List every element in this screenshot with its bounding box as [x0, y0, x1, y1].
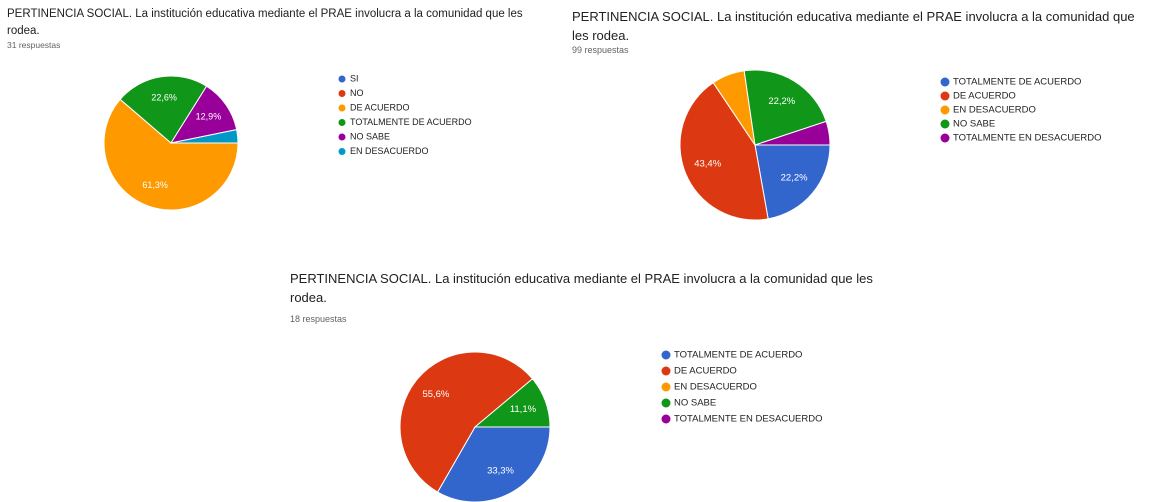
slice-label: 61,3% — [142, 180, 168, 190]
legend-swatch — [940, 119, 950, 129]
legend-swatch — [338, 133, 346, 141]
legend-swatch — [661, 382, 671, 392]
legend-swatch — [338, 119, 346, 126]
slice-label: 22,2% — [768, 96, 795, 107]
slice-label: 43,4% — [694, 159, 721, 170]
legend-label: DE ACUERDO — [674, 366, 737, 377]
legend-label: NO SABE — [674, 398, 716, 409]
legend-swatch — [661, 414, 671, 424]
legend-label: DE ACUERDO — [953, 91, 1016, 102]
legend-label: TOTALMENTE EN DESACUERDO — [953, 133, 1102, 144]
legend-swatch — [940, 105, 950, 115]
pie-slice — [119, 75, 208, 144]
legend-swatch — [338, 148, 346, 155]
legend-label: TOTALMENTE DE ACUERDO — [674, 350, 802, 361]
pie-slice — [473, 378, 551, 428]
pie-slice — [436, 426, 551, 502]
legend-swatch — [338, 75, 346, 83]
chart-title: PERTINENCIA SOCIAL. La institución educa… — [7, 8, 523, 37]
legend-label: TOTALMENTE DE ACUERDO — [953, 77, 1081, 88]
legend-label: TOTALMENTE DE ACUERDO — [350, 117, 472, 127]
pie-slice — [103, 98, 239, 211]
slice-label: 22,2% — [781, 172, 808, 183]
legend-label: NO — [350, 88, 364, 98]
pie-slice — [170, 129, 239, 144]
pie-slice — [754, 144, 831, 220]
pie-slice — [399, 351, 534, 493]
legend-label: SI — [350, 73, 359, 83]
legend-label: NO SABE — [350, 131, 390, 141]
slice-label: 11,1% — [510, 404, 537, 415]
slice-label: 12,9% — [196, 111, 222, 121]
legend-label: EN DESACUERDO — [674, 382, 757, 393]
legend-swatch — [661, 366, 671, 376]
legend-label: TOTALMENTE EN DESACUERDO — [674, 414, 823, 425]
legend-swatch — [940, 77, 950, 87]
legend-label: DE ACUERDO — [350, 102, 410, 112]
legend-swatch — [338, 90, 346, 97]
slice-label: 33,3% — [487, 466, 514, 477]
slice-label: 55,6% — [422, 389, 449, 400]
legend-swatch — [661, 398, 671, 408]
legend-swatch — [940, 91, 950, 101]
pie-slice — [743, 69, 827, 146]
legend-swatch — [338, 104, 346, 112]
chart-subtitle: 99 respuestas — [572, 45, 629, 55]
slice-label: 22,6% — [151, 92, 177, 102]
pie-slice — [679, 82, 769, 221]
pie-slice — [754, 120, 831, 146]
legend-label: NO SABE — [953, 119, 995, 130]
chart-subtitle: 18 respuestas — [290, 314, 347, 324]
chart-title: PERTINENCIA SOCIAL. La institución educa… — [572, 9, 1135, 43]
legend-label: EN DESACUERDO — [953, 105, 1036, 116]
legend-swatch — [940, 133, 950, 143]
legend-label: EN DESACUERDO — [350, 146, 429, 156]
legend-swatch — [661, 350, 671, 360]
chart-subtitle: 31 respuestas — [7, 40, 61, 50]
chart-title: PERTINENCIA SOCIAL. La institución educa… — [290, 271, 873, 305]
